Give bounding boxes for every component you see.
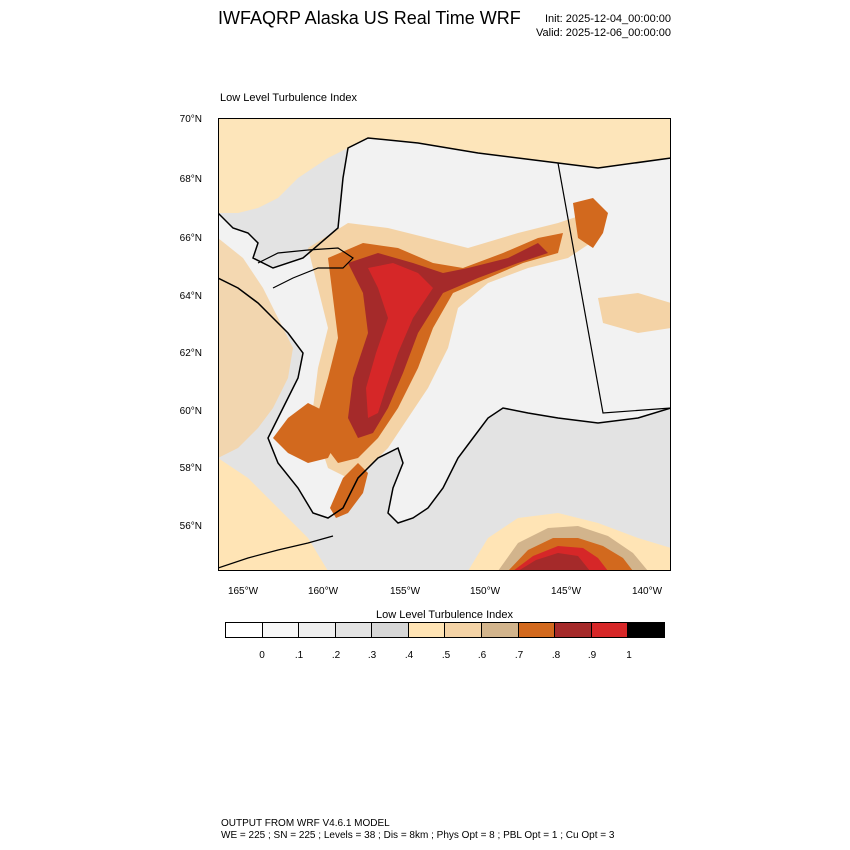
main-title: IWFAQRP Alaska US Real Time WRF (218, 8, 521, 28)
lon-label: 140°W (631, 586, 663, 597)
footer-line-1: OUTPUT FROM WRF V4.6.1 MODEL (221, 818, 390, 829)
aleutian-islands (218, 535, 334, 569)
colorbar-tick-label: .9 (587, 650, 597, 661)
colorbar-tick-label: .2 (331, 650, 341, 661)
north-tan-band (218, 118, 671, 213)
colorbar (225, 622, 665, 638)
footer: OUTPUT FROM WRF V4.6.1 MODEL WE = 225 ; … (221, 818, 614, 842)
gulf-darkred-region (518, 553, 590, 571)
interior-red-band (366, 263, 433, 418)
init-time: Init: 2025-12-04_00:00:00 (545, 13, 671, 25)
map-border (218, 118, 671, 571)
colorbar-tick-label: .6 (477, 650, 487, 661)
lon-label: 155°W (389, 586, 421, 597)
east-orange-band (573, 198, 608, 248)
time-info: Init: 2025-12-04_00:00:00 Valid: 2025-12… (536, 12, 671, 40)
lat-label: 66°N (179, 233, 202, 244)
panel-title: Low Level Turbulence Index (220, 92, 357, 104)
south-tan-region (218, 458, 328, 571)
map-plot (218, 118, 671, 571)
lat-label: 58°N (179, 463, 202, 474)
lat-label: 60°N (179, 406, 202, 417)
footer-line-2: WE = 225 ; SN = 225 ; Levels = 38 ; Dis … (221, 830, 615, 841)
colorbar-tick-label: .3 (367, 650, 377, 661)
colorbar-tick-label: .7 (514, 650, 524, 661)
seward-peninsula-coast (257, 247, 354, 289)
west-tan-region (218, 238, 293, 458)
colorbar-tick-label: .4 (404, 650, 414, 661)
lon-label: 160°W (307, 586, 339, 597)
lon-label: 145°W (550, 586, 582, 597)
colorbar-tick-label: 0 (259, 650, 265, 661)
colorbar-tick-label: .1 (294, 650, 304, 661)
coastline-south (218, 277, 671, 524)
colorbar-swatch (555, 623, 592, 637)
lon-label: 150°W (469, 586, 501, 597)
colorbar-swatch (482, 623, 519, 637)
colorbar-tick-label: .8 (551, 650, 561, 661)
colorbar-swatch (408, 623, 446, 637)
lat-label: 62°N (179, 348, 202, 359)
colorbar-swatch (372, 623, 409, 637)
colorbar-swatch (591, 623, 629, 637)
colorbar-swatch (226, 623, 263, 637)
colorbar-tick-label: 1 (626, 650, 632, 661)
lat-label: 68°N (179, 174, 202, 185)
map-canvas (218, 118, 671, 571)
colorbar-swatch (262, 623, 300, 637)
colorbar-swatch (335, 623, 373, 637)
lat-label: 56°N (179, 521, 202, 532)
colorbar-swatch (299, 623, 336, 637)
colorbar-title: Low Level Turbulence Index (376, 609, 513, 621)
border-line (557, 162, 671, 414)
lon-label: 165°W (227, 586, 259, 597)
lat-label: 70°N (179, 114, 202, 125)
colorbar-tick-label: .5 (441, 650, 451, 661)
lat-label: 64°N (179, 291, 202, 302)
coastline (218, 137, 671, 269)
colorbar-swatch (445, 623, 483, 637)
valid-time: Valid: 2025-12-06_00:00:00 (536, 27, 671, 39)
bristol-orange-band (273, 403, 338, 463)
colorbar-swatch (628, 623, 664, 637)
colorbar-swatch (518, 623, 556, 637)
yukon-tan-band (598, 293, 671, 333)
